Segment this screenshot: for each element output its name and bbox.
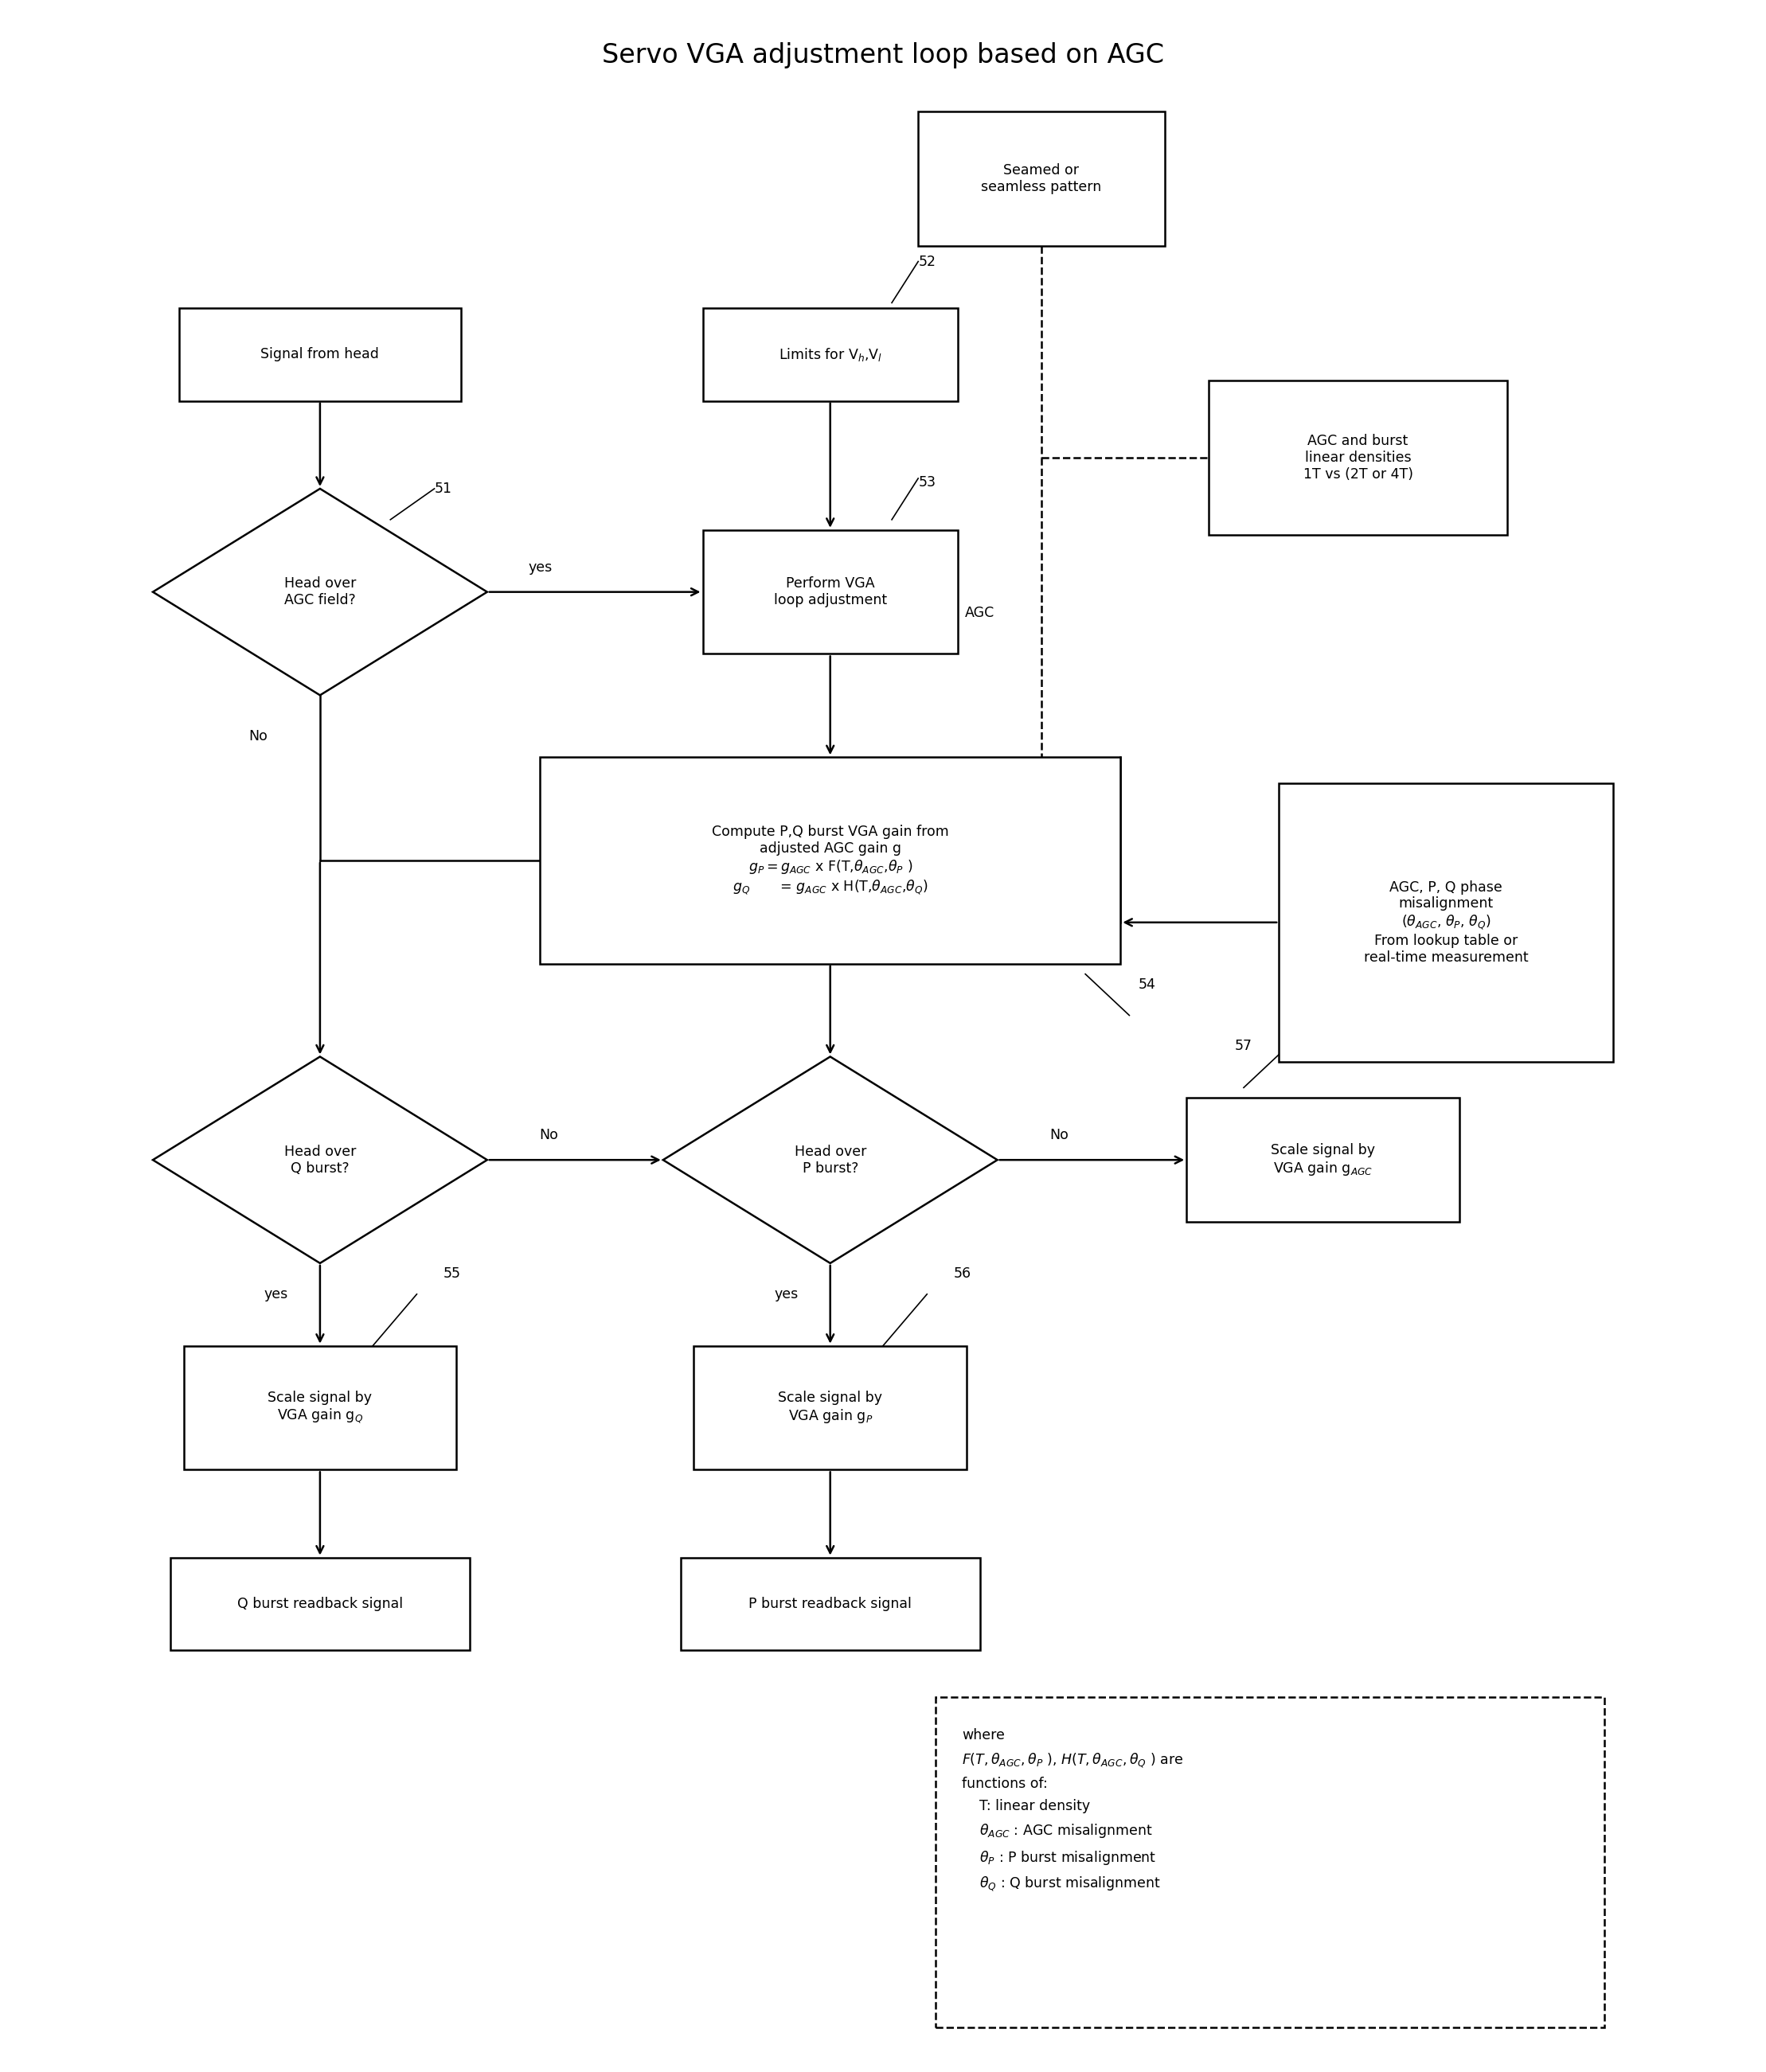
FancyBboxPatch shape — [540, 756, 1120, 963]
Text: 55: 55 — [443, 1266, 461, 1280]
Text: 57: 57 — [1234, 1040, 1252, 1053]
Text: P burst readback signal: P burst readback signal — [749, 1598, 911, 1612]
Text: Scale signal by
VGA gain g$_P$: Scale signal by VGA gain g$_P$ — [779, 1390, 883, 1426]
FancyBboxPatch shape — [180, 309, 461, 400]
Text: No: No — [249, 729, 268, 744]
Text: 53: 53 — [918, 474, 936, 489]
Text: 54: 54 — [1139, 978, 1155, 992]
Text: Signal from head: Signal from head — [261, 348, 380, 363]
FancyBboxPatch shape — [694, 1347, 966, 1469]
Text: Head over
Q burst?: Head over Q burst? — [284, 1144, 357, 1175]
Text: No: No — [539, 1127, 558, 1142]
FancyBboxPatch shape — [680, 1558, 980, 1651]
Text: Q burst readback signal: Q burst readback signal — [237, 1598, 403, 1612]
FancyBboxPatch shape — [1208, 381, 1508, 535]
Polygon shape — [154, 1057, 487, 1264]
Text: 52: 52 — [918, 255, 936, 269]
FancyBboxPatch shape — [171, 1558, 470, 1651]
Text: AGC and burst
linear densities
1T vs (2T or 4T): AGC and burst linear densities 1T vs (2T… — [1303, 433, 1413, 481]
FancyBboxPatch shape — [1187, 1098, 1459, 1222]
Text: No: No — [1049, 1127, 1068, 1142]
FancyBboxPatch shape — [703, 309, 957, 400]
FancyBboxPatch shape — [703, 530, 957, 655]
Text: Seamed or
seamless pattern: Seamed or seamless pattern — [982, 164, 1102, 195]
Text: yes: yes — [263, 1287, 288, 1301]
FancyBboxPatch shape — [1279, 783, 1612, 1061]
Text: Servo VGA adjustment loop based on AGC: Servo VGA adjustment loop based on AGC — [602, 41, 1164, 68]
Text: Perform VGA
loop adjustment: Perform VGA loop adjustment — [774, 576, 887, 607]
Text: yes: yes — [528, 559, 553, 574]
Text: Head over
AGC field?: Head over AGC field? — [284, 576, 357, 607]
Text: where
$F(T, \theta_{AGC}, \theta_P$ ), $H(T, \theta_{AGC}, \theta_Q$ ) are
funct: where $F(T, \theta_{AGC}, \theta_P$ ), $… — [962, 1728, 1183, 1894]
FancyBboxPatch shape — [918, 112, 1164, 247]
FancyBboxPatch shape — [936, 1697, 1604, 2026]
Polygon shape — [154, 489, 487, 696]
Text: 56: 56 — [954, 1266, 971, 1280]
Text: Scale signal by
VGA gain g$_Q$: Scale signal by VGA gain g$_Q$ — [268, 1390, 373, 1426]
Text: Scale signal by
VGA gain g$_{AGC}$: Scale signal by VGA gain g$_{AGC}$ — [1272, 1144, 1376, 1177]
Text: AGC, P, Q phase
misalignment
($\theta_{AGC}$, $\theta_P$, $\theta_Q$)
From looku: AGC, P, Q phase misalignment ($\theta_{A… — [1363, 881, 1528, 966]
FancyBboxPatch shape — [184, 1347, 456, 1469]
Text: Head over
P burst?: Head over P burst? — [795, 1144, 865, 1175]
Text: AGC: AGC — [964, 605, 994, 620]
Text: 51: 51 — [434, 481, 452, 495]
Polygon shape — [662, 1057, 998, 1264]
Text: yes: yes — [774, 1287, 798, 1301]
Text: Compute P,Q burst VGA gain from
adjusted AGC gain g
$g_P = g_{AGC}$ x F(T,$\thet: Compute P,Q burst VGA gain from adjusted… — [712, 825, 948, 897]
Text: Limits for V$_h$,V$_l$: Limits for V$_h$,V$_l$ — [779, 346, 881, 363]
